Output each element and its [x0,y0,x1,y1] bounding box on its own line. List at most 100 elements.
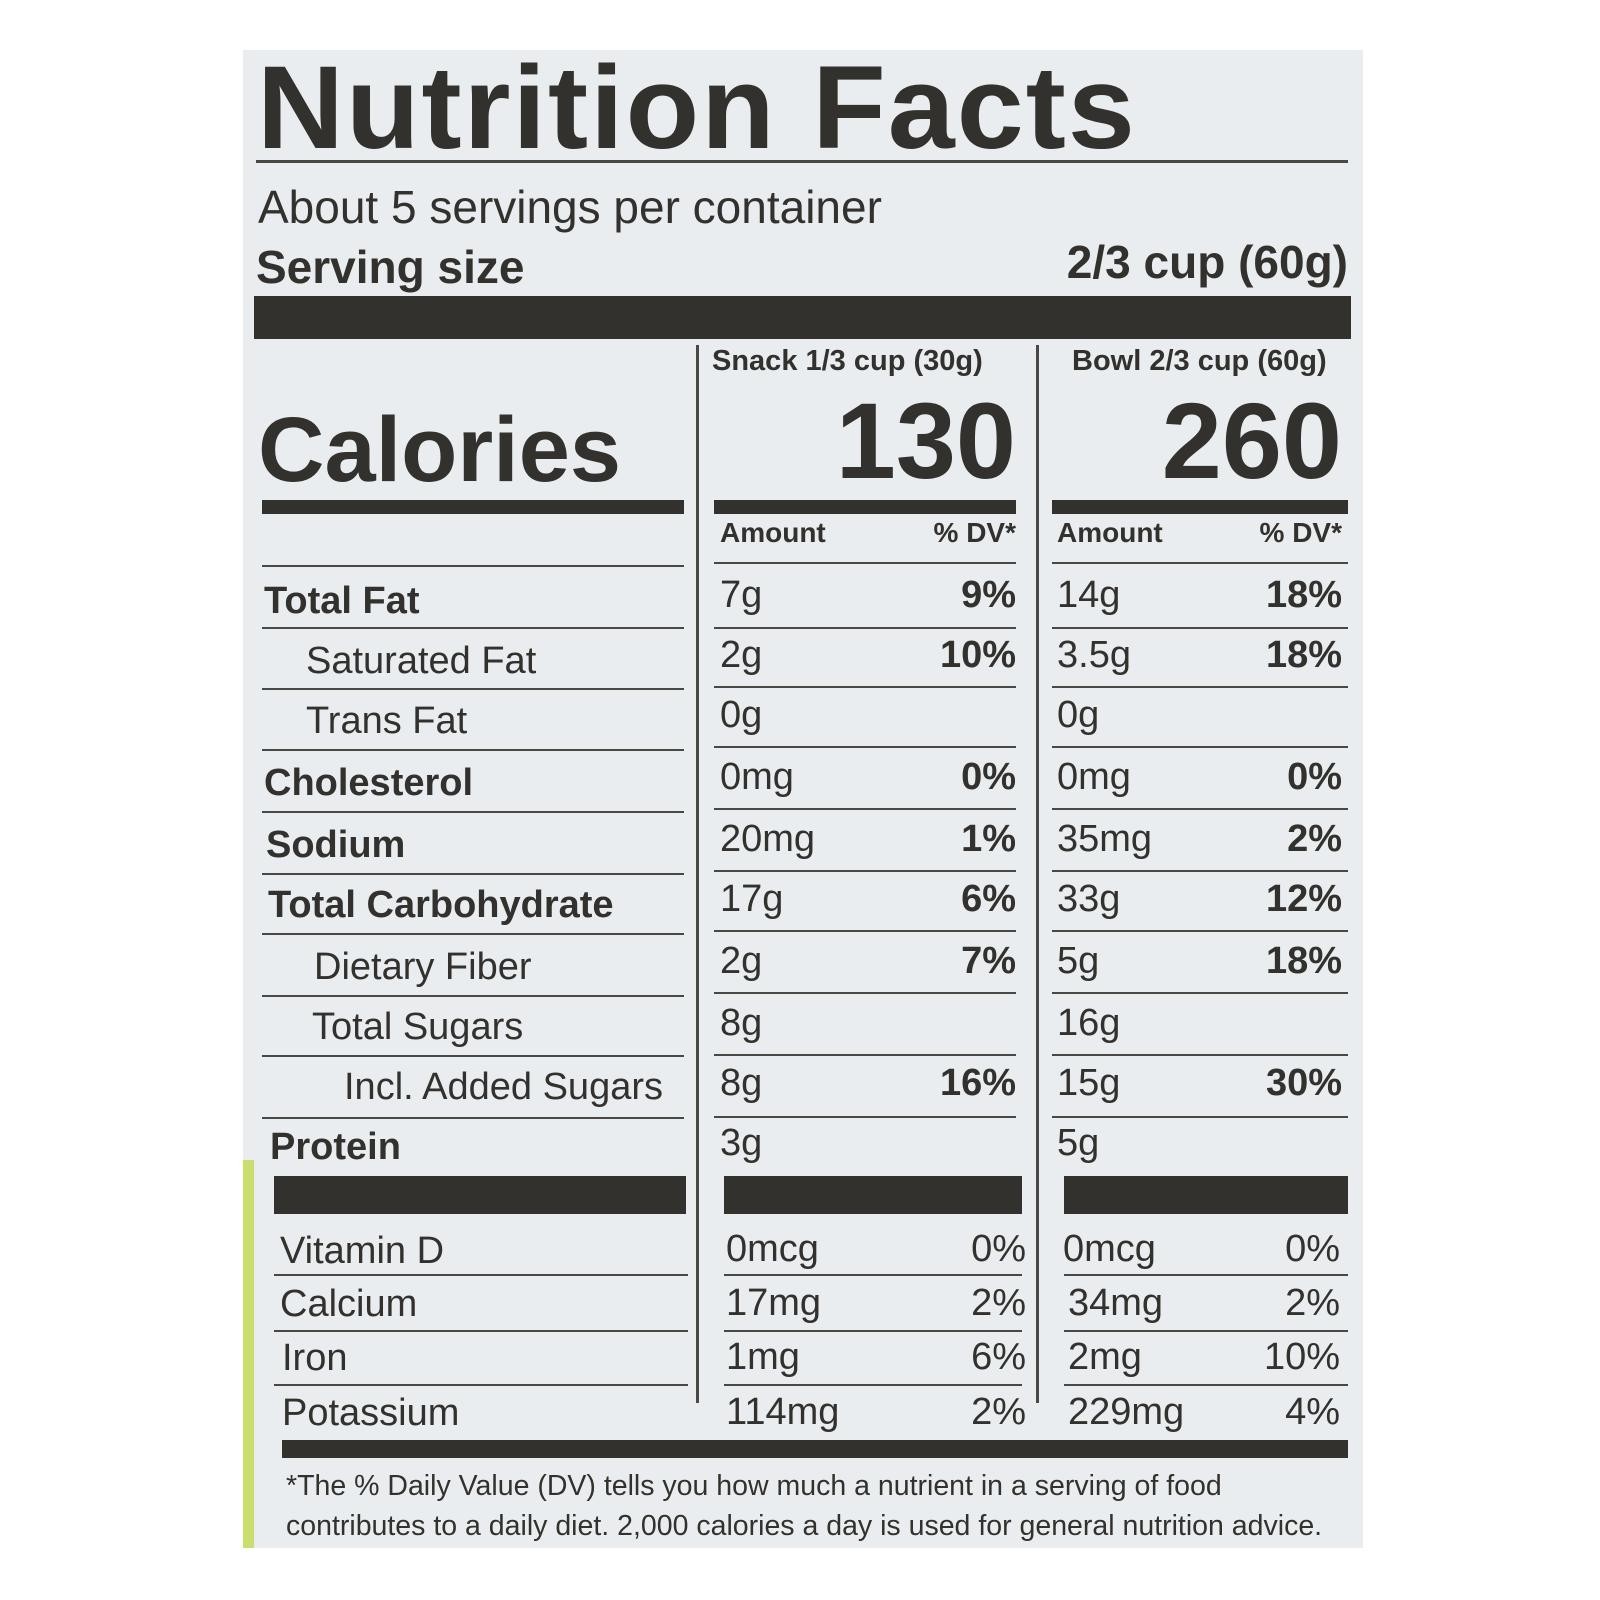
nutrient-name: Dietary Fiber [314,946,532,988]
nutrient-name: Sodium [266,824,406,866]
row-divider [274,1330,688,1332]
bowl-amount: 35mg [1057,818,1153,860]
snack-amount: 8g [720,1002,763,1044]
snack-calories: 130 [835,380,1016,501]
row-divider [1052,870,1348,872]
row-divider [714,562,1016,564]
row-divider [1052,1054,1348,1056]
serving-size-value: 2/3 cup (60g) [1066,236,1348,288]
bowl-dv: 2% [1285,1282,1340,1324]
snack-dv: 0% [971,1228,1026,1270]
bowl-amount: 229mg [1068,1391,1185,1433]
snack-dv: 7% [961,940,1016,982]
footnote-line-1: *The % Daily Value (DV) tells you how mu… [286,1470,1222,1502]
nutrient-name: Total Sugars [312,1006,524,1048]
bowl-dv: 18% [1265,574,1342,616]
row-divider [1064,1274,1348,1276]
row-divider [1052,930,1348,932]
snack-amount: 0g [720,694,763,736]
snack-amount: 1mg [726,1336,800,1378]
row-divider [1052,627,1348,629]
bowl-amount-header: Amount [1057,517,1163,548]
row-divider [262,565,684,567]
row-divider [724,1384,1022,1386]
row-divider [274,1274,688,1276]
snack-amount: 7g [720,574,763,616]
calories-rule [262,500,684,514]
snack-amount: 0mg [720,756,794,798]
serving-size-label: Serving size [256,241,525,293]
snack-dv-header: % DV* [933,517,1016,548]
bowl-amount: 0mcg [1063,1228,1156,1270]
row-divider [262,873,684,875]
column-divider-2 [1036,345,1039,1403]
bowl-dv-header: % DV* [1259,517,1342,548]
row-divider [262,933,684,935]
bowl-dv: 4% [1285,1391,1340,1433]
row-divider [262,688,684,690]
nutrient-name: Trans Fat [306,700,468,742]
row-divider [274,1384,688,1386]
vitamin-name: Vitamin D [280,1230,445,1272]
snack-dv: 2% [971,1282,1026,1324]
bowl-amount: 33g [1057,878,1121,920]
snack-amount: 3g [720,1122,763,1164]
bowl-dv: 18% [1265,634,1342,676]
row-divider [1064,1330,1348,1332]
row-divider [262,1055,684,1057]
snack-amount: 20mg [720,818,816,860]
row-divider [714,627,1016,629]
vitamin-name: Potassium [282,1392,460,1434]
snack-amount: 8g [720,1062,763,1104]
row-divider [714,930,1016,932]
bowl-amount: 0mg [1057,756,1131,798]
row-divider [1064,1384,1348,1386]
nutrient-name: Total Carbohydrate [268,884,614,926]
snack-column-header: Snack 1/3 cup (30g) [712,345,983,377]
thick-rule-top [254,296,1351,339]
row-divider [1052,992,1348,994]
snack-amount-header: Amount [720,517,826,548]
snack-amount: 0mcg [726,1228,819,1270]
vitamin-name: Iron [282,1337,348,1379]
snack-amount: 2g [720,940,763,982]
bowl-column-header: Bowl 2/3 cup (60g) [1072,345,1327,377]
bowl-dv: 2% [1287,818,1342,860]
snack-amount: 114mg [726,1391,840,1433]
nutrient-name: Total Fat [264,580,420,622]
label-title: Nutrition Facts [257,42,1137,174]
snack-dv: 2% [971,1391,1026,1433]
row-divider [262,627,684,629]
row-divider [714,746,1016,748]
bowl-dv: 30% [1265,1062,1342,1104]
snack-amount: 17mg [726,1282,822,1324]
bowl-amount: 16g [1057,1002,1121,1044]
bowl-amount: 14g [1057,574,1121,616]
snack-amount: 2g [720,634,763,676]
row-divider [724,1274,1022,1276]
package-edge [243,1160,254,1548]
snack-dv: 0% [961,756,1016,798]
snack-dv: 6% [961,878,1016,920]
thick-rule-vitamins [1064,1176,1348,1214]
row-divider [714,686,1016,688]
nutrient-name: Incl. Added Sugars [344,1066,663,1108]
bowl-amount: 2mg [1068,1336,1142,1378]
bowl-calories: 260 [1161,380,1342,501]
row-divider [1052,686,1348,688]
vitamin-name: Calcium [280,1283,418,1325]
snack-dv: 16% [939,1062,1016,1104]
row-divider [1052,1116,1348,1118]
bowl-calories-rule [1052,500,1348,514]
thick-rule-vitamins [274,1176,686,1214]
row-divider [262,811,684,813]
snack-dv: 9% [961,574,1016,616]
snack-dv: 1% [961,818,1016,860]
title-rule [256,160,1348,163]
bowl-dv: 10% [1263,1336,1340,1378]
servings-per-container: About 5 servings per container [258,181,882,233]
bowl-dv: 0% [1287,756,1342,798]
bowl-amount: 0g [1057,694,1100,736]
snack-dv: 6% [971,1336,1026,1378]
bowl-amount: 15g [1057,1062,1121,1104]
